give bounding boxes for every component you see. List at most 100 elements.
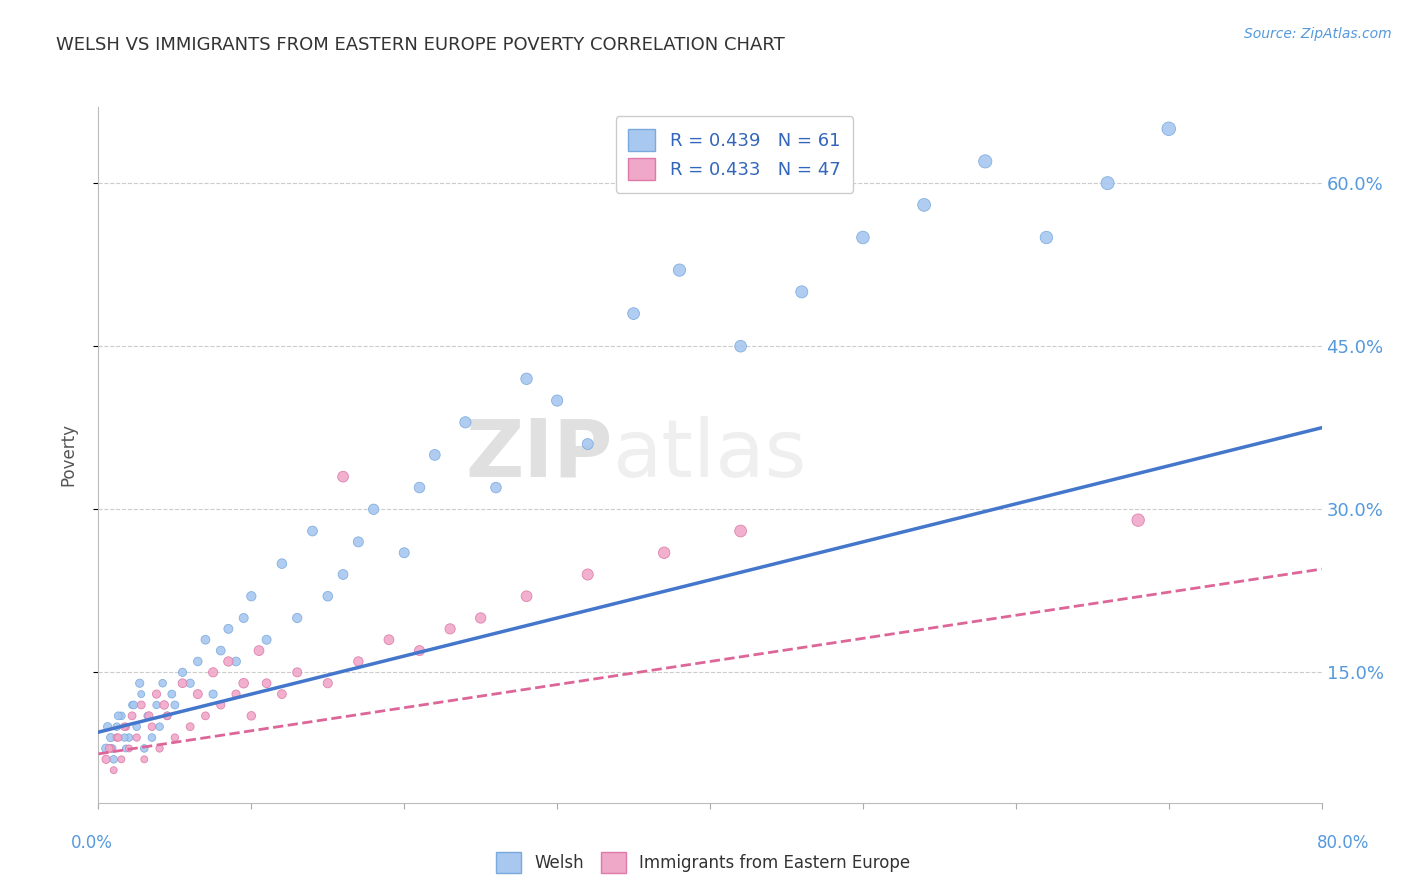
Point: [94, 752, 117, 766]
Point: [852, 230, 875, 244]
Point: [730, 524, 752, 538]
Point: [240, 589, 263, 603]
Text: 0.0%: 0.0%: [70, 834, 112, 852]
Point: [912, 198, 935, 212]
Point: [1097, 176, 1119, 190]
Point: [112, 731, 135, 745]
Legend: Welsh, Immigrants from Eastern Europe: Welsh, Immigrants from Eastern Europe: [489, 846, 917, 880]
Point: [141, 731, 163, 745]
Point: [172, 676, 194, 690]
Point: [115, 720, 138, 734]
Point: [316, 676, 339, 690]
Point: [232, 676, 254, 690]
Point: [408, 481, 430, 495]
Point: [363, 502, 385, 516]
Point: [163, 698, 186, 712]
Point: [100, 741, 122, 756]
Point: [153, 698, 176, 712]
Point: [439, 622, 461, 636]
Point: [110, 708, 132, 723]
Point: [623, 307, 645, 321]
Point: [347, 534, 370, 549]
Point: [179, 676, 201, 690]
Point: [225, 655, 247, 669]
Point: [202, 665, 225, 680]
Point: [172, 665, 194, 680]
Point: [134, 741, 156, 756]
Point: [378, 632, 401, 647]
Point: [97, 720, 120, 734]
Point: [103, 763, 125, 777]
Point: [270, 557, 292, 571]
Point: [129, 698, 152, 712]
Point: [121, 698, 143, 712]
Point: [110, 752, 132, 766]
Point: [105, 720, 128, 734]
Point: [247, 643, 270, 657]
Point: [145, 687, 167, 701]
Point: [285, 611, 308, 625]
Point: [136, 708, 159, 723]
Point: [179, 720, 201, 734]
Point: [103, 752, 125, 766]
Point: [240, 708, 263, 723]
Point: [668, 263, 690, 277]
Text: WELSH VS IMMIGRANTS FROM EASTERN EUROPE POVERTY CORRELATION CHART: WELSH VS IMMIGRANTS FROM EASTERN EUROPE …: [56, 36, 785, 54]
Point: [974, 154, 997, 169]
Point: [730, 339, 752, 353]
Point: [100, 731, 122, 745]
Point: [149, 741, 172, 756]
Point: [301, 524, 323, 538]
Point: [160, 687, 183, 701]
Point: [470, 611, 492, 625]
Point: [107, 708, 129, 723]
Point: [1157, 121, 1180, 136]
Point: [1035, 230, 1057, 244]
Point: [576, 437, 599, 451]
Y-axis label: Poverty: Poverty: [59, 424, 77, 486]
Point: [256, 676, 278, 690]
Point: [156, 708, 179, 723]
Point: [217, 622, 239, 636]
Point: [145, 698, 167, 712]
Point: [217, 655, 239, 669]
Point: [121, 708, 143, 723]
Point: [125, 720, 148, 734]
Point: [209, 643, 232, 657]
Point: [152, 676, 174, 690]
Legend: R = 0.439   N = 61, R = 0.433   N = 47: R = 0.439 N = 61, R = 0.433 N = 47: [616, 116, 853, 193]
Point: [392, 546, 416, 560]
Point: [98, 741, 121, 756]
Point: [149, 720, 172, 734]
Point: [454, 415, 477, 429]
Point: [156, 708, 179, 723]
Point: [316, 589, 339, 603]
Point: [202, 687, 225, 701]
Point: [285, 665, 308, 680]
Point: [187, 687, 209, 701]
Point: [790, 285, 813, 299]
Point: [347, 655, 370, 669]
Point: [107, 731, 129, 745]
Point: [138, 708, 160, 723]
Point: [516, 372, 538, 386]
Text: Source: ZipAtlas.com: Source: ZipAtlas.com: [1244, 27, 1392, 41]
Point: [546, 393, 568, 408]
Point: [105, 731, 128, 745]
Point: [141, 720, 163, 734]
Text: ZIP: ZIP: [465, 416, 612, 494]
Point: [125, 731, 148, 745]
Point: [225, 687, 247, 701]
Text: atlas: atlas: [612, 416, 807, 494]
Point: [122, 698, 145, 712]
Point: [408, 643, 430, 657]
Point: [256, 632, 278, 647]
Text: 80.0%: 80.0%: [1316, 834, 1369, 852]
Point: [194, 708, 217, 723]
Point: [576, 567, 599, 582]
Point: [115, 741, 138, 756]
Point: [187, 655, 209, 669]
Point: [129, 687, 152, 701]
Point: [194, 632, 217, 647]
Point: [1128, 513, 1150, 527]
